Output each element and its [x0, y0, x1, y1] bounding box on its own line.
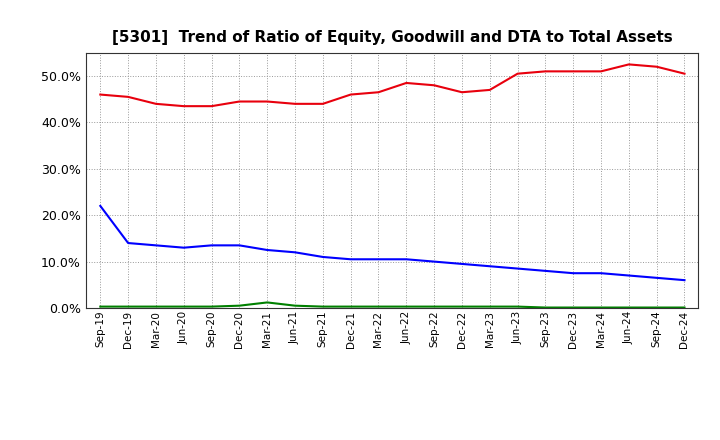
- Goodwill: [152, 243, 161, 248]
- Equity: [374, 90, 383, 95]
- Deferred Tax Assets: [96, 304, 104, 309]
- Goodwill: [318, 254, 327, 260]
- Equity: [402, 81, 410, 86]
- Line: Goodwill: Goodwill: [100, 206, 685, 280]
- Equity: [680, 71, 689, 76]
- Deferred Tax Assets: [430, 304, 438, 309]
- Goodwill: [430, 259, 438, 264]
- Equity: [541, 69, 550, 74]
- Goodwill: [652, 275, 661, 280]
- Deferred Tax Assets: [624, 305, 633, 310]
- Goodwill: [458, 261, 467, 267]
- Goodwill: [624, 273, 633, 278]
- Deferred Tax Assets: [541, 305, 550, 310]
- Goodwill: [124, 240, 132, 246]
- Deferred Tax Assets: [179, 304, 188, 309]
- Equity: [235, 99, 243, 104]
- Deferred Tax Assets: [318, 304, 327, 309]
- Equity: [569, 69, 577, 74]
- Equity: [124, 94, 132, 99]
- Deferred Tax Assets: [652, 305, 661, 310]
- Goodwill: [569, 271, 577, 276]
- Equity: [624, 62, 633, 67]
- Equity: [179, 103, 188, 109]
- Deferred Tax Assets: [263, 300, 271, 305]
- Equity: [597, 69, 606, 74]
- Equity: [485, 87, 494, 92]
- Equity: [430, 83, 438, 88]
- Equity: [207, 103, 216, 109]
- Equity: [318, 101, 327, 106]
- Goodwill: [235, 243, 243, 248]
- Deferred Tax Assets: [124, 304, 132, 309]
- Deferred Tax Assets: [680, 305, 689, 310]
- Equity: [652, 64, 661, 70]
- Goodwill: [402, 257, 410, 262]
- Goodwill: [541, 268, 550, 274]
- Goodwill: [96, 203, 104, 209]
- Equity: [152, 101, 161, 106]
- Deferred Tax Assets: [291, 303, 300, 308]
- Goodwill: [346, 257, 355, 262]
- Line: Equity: Equity: [100, 64, 685, 106]
- Goodwill: [597, 271, 606, 276]
- Title: [5301]  Trend of Ratio of Equity, Goodwill and DTA to Total Assets: [5301] Trend of Ratio of Equity, Goodwil…: [112, 29, 672, 45]
- Goodwill: [291, 249, 300, 255]
- Goodwill: [179, 245, 188, 250]
- Equity: [346, 92, 355, 97]
- Goodwill: [513, 266, 522, 271]
- Deferred Tax Assets: [207, 304, 216, 309]
- Deferred Tax Assets: [346, 304, 355, 309]
- Deferred Tax Assets: [374, 304, 383, 309]
- Deferred Tax Assets: [402, 304, 410, 309]
- Equity: [458, 90, 467, 95]
- Goodwill: [680, 278, 689, 283]
- Deferred Tax Assets: [235, 303, 243, 308]
- Deferred Tax Assets: [597, 305, 606, 310]
- Deferred Tax Assets: [513, 304, 522, 309]
- Equity: [263, 99, 271, 104]
- Equity: [291, 101, 300, 106]
- Goodwill: [263, 247, 271, 253]
- Line: Deferred Tax Assets: Deferred Tax Assets: [100, 302, 685, 308]
- Goodwill: [485, 264, 494, 269]
- Deferred Tax Assets: [485, 304, 494, 309]
- Goodwill: [374, 257, 383, 262]
- Deferred Tax Assets: [458, 304, 467, 309]
- Deferred Tax Assets: [569, 305, 577, 310]
- Equity: [96, 92, 104, 97]
- Goodwill: [207, 243, 216, 248]
- Deferred Tax Assets: [152, 304, 161, 309]
- Equity: [513, 71, 522, 76]
